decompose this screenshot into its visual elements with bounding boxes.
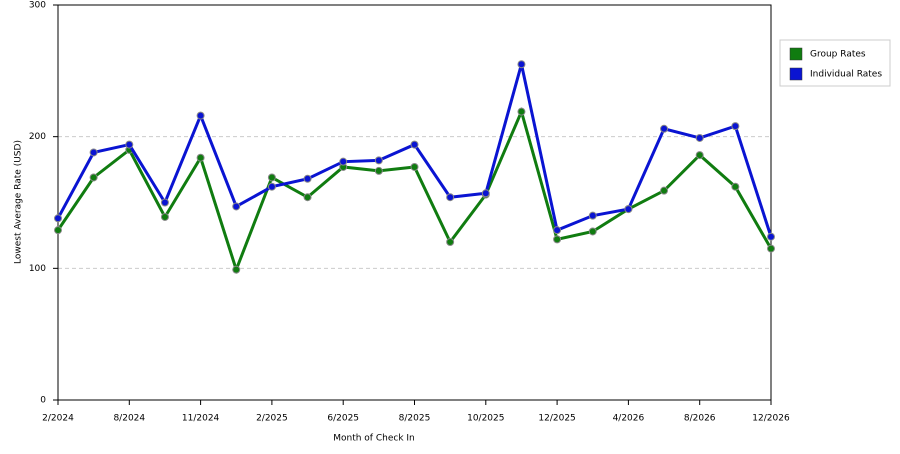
y-tick-label: 300 xyxy=(29,1,46,11)
data-point xyxy=(267,182,276,191)
data-point xyxy=(481,189,490,198)
data-point xyxy=(232,202,241,211)
data-point xyxy=(731,182,740,191)
x-axis-label: Month of Check In xyxy=(333,434,415,444)
x-tick-label: 8/2024 xyxy=(113,414,145,424)
data-point xyxy=(695,133,704,142)
data-point xyxy=(54,226,62,235)
data-point xyxy=(410,162,419,171)
legend-label: Group Rates xyxy=(810,50,866,60)
x-tick-label: 12/2026 xyxy=(752,414,790,424)
y-tick-label: 100 xyxy=(29,264,46,274)
data-point xyxy=(374,166,383,175)
legend-swatch xyxy=(789,67,803,81)
data-point xyxy=(196,153,205,162)
data-point xyxy=(89,148,98,157)
data-point xyxy=(767,232,775,241)
data-point xyxy=(517,107,526,116)
x-tick-label: 12/2025 xyxy=(538,414,575,424)
series-line xyxy=(56,63,773,238)
data-point xyxy=(267,173,276,182)
data-point xyxy=(160,198,169,207)
x-tick-label: 2/2025 xyxy=(256,414,288,424)
x-tick-label: 8/2025 xyxy=(399,414,431,424)
data-point xyxy=(660,124,669,133)
data-point xyxy=(553,235,562,244)
x-tick-label: 10/2025 xyxy=(467,414,504,424)
data-point xyxy=(303,174,312,183)
data-point xyxy=(767,244,775,253)
data-point xyxy=(125,140,134,149)
data-point xyxy=(446,193,455,202)
data-point xyxy=(89,173,98,182)
data-point xyxy=(196,111,205,120)
x-tick-label: 4/2026 xyxy=(613,414,645,424)
legend-swatch xyxy=(789,47,803,61)
data-point xyxy=(446,238,455,246)
data-point xyxy=(660,186,669,195)
data-point xyxy=(339,157,348,166)
x-tick-label: 8/2026 xyxy=(684,414,716,424)
y-axis-label: Lowest Average Rate (USD) xyxy=(14,140,24,264)
x-tick-label: 6/2025 xyxy=(327,414,359,424)
y-tick-label: 0 xyxy=(40,396,46,406)
data-point xyxy=(553,226,562,235)
x-tick-label: 11/2024 xyxy=(182,414,220,424)
data-point xyxy=(410,140,419,149)
data-point xyxy=(232,265,241,274)
data-point xyxy=(303,193,312,202)
x-tick-label: 2/2024 xyxy=(42,414,74,424)
data-point xyxy=(624,205,633,214)
data-point xyxy=(588,211,597,220)
legend-label: Individual Rates xyxy=(810,70,882,80)
data-point xyxy=(517,60,526,69)
data-point xyxy=(695,151,704,160)
data-point xyxy=(588,227,597,236)
data-point xyxy=(54,214,62,223)
data-point xyxy=(374,156,383,165)
data-point xyxy=(160,212,169,221)
y-tick-label: 200 xyxy=(29,132,46,142)
data-point xyxy=(731,122,740,131)
